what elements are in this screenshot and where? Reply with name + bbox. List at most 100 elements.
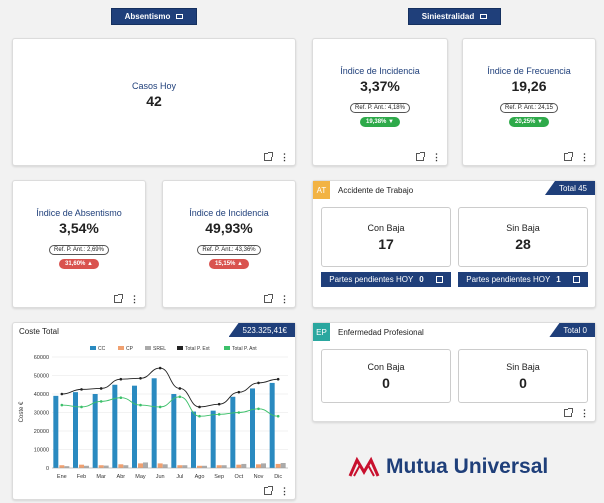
delta-badge: 19,38% ▼ <box>360 117 400 127</box>
point-total-p-ext <box>80 388 83 391</box>
x-tick-label: Dic <box>274 474 282 480</box>
reference-badge: Ref. P. Ant.: 43,36% <box>197 245 261 255</box>
bar-cc <box>53 395 59 468</box>
siniestralidad-header-label: Siniestralidad <box>421 12 475 21</box>
incidencia-label: Índice de Incidencia <box>340 66 420 76</box>
y-tick-label: 40000 <box>34 392 49 398</box>
bar-cp <box>275 463 281 468</box>
sin-baja-box[interactable]: Sin Baja 0 <box>458 349 588 403</box>
more-options-icon[interactable]: ⋮ <box>280 486 289 496</box>
logo-mark-icon <box>348 456 380 477</box>
legend-label: Total P. Ext <box>185 346 210 352</box>
open-external-icon[interactable] <box>264 294 273 303</box>
pendientes-label: Partes pendientes HOY <box>466 275 551 284</box>
x-tick-label: Abr <box>117 474 126 480</box>
more-options-icon[interactable]: ⋮ <box>130 294 139 304</box>
incidencia-value: 3,37% <box>360 78 400 94</box>
point-total-p-ant <box>276 414 280 418</box>
pendientes-value: 0 <box>419 275 424 284</box>
point-total-p-ant <box>60 403 64 407</box>
absentismo-card: Índice de Absentismo 3,54% Ref. P. Ant.:… <box>12 180 146 308</box>
open-external-icon[interactable] <box>564 408 573 417</box>
section-title: Accidente de Trabajo <box>338 185 414 195</box>
incidencia-label: Índice de Incidencia <box>189 208 269 218</box>
delta-badge: 20,25% ▼ <box>509 117 549 127</box>
bar-cc <box>112 384 118 468</box>
open-external-icon[interactable] <box>264 152 273 161</box>
con-baja-box[interactable]: Con Baja 0 <box>321 349 451 403</box>
x-tick-label: Sep <box>214 474 224 480</box>
x-tick-label: May <box>135 474 146 480</box>
con-baja-value: 0 <box>382 375 390 391</box>
point-total-p-ext <box>198 405 201 409</box>
bar-cc <box>230 396 236 468</box>
x-tick-label: Feb <box>77 474 86 480</box>
incidencia-value: 49,93% <box>205 220 253 236</box>
bar-srel <box>241 463 247 468</box>
point-total-p-ant <box>217 413 221 416</box>
bar-cc <box>210 410 216 468</box>
point-total-p-ant <box>237 411 241 414</box>
chart-title: Coste Total <box>19 327 59 336</box>
open-external-icon <box>572 276 580 283</box>
bar-cp <box>118 464 124 468</box>
bar-srel <box>103 465 109 468</box>
open-external-icon[interactable] <box>264 486 273 495</box>
partes-pendientes-con-button[interactable]: Partes pendientes HOY 0 <box>321 272 451 287</box>
con-baja-value: 17 <box>378 236 394 252</box>
legend-label: SREL <box>153 346 166 352</box>
total-badge: Total 45 <box>544 181 595 195</box>
collapse-icon <box>176 14 184 19</box>
bar-srel <box>162 464 168 468</box>
open-external-icon[interactable] <box>564 152 573 161</box>
y-tick-label: 10000 <box>34 448 49 454</box>
logo-text: Mutua Universal <box>386 455 549 478</box>
bar-srel <box>84 465 89 468</box>
x-tick-label: Mar <box>96 474 106 480</box>
reference-badge: Ref. P. Ant.: 2,69% <box>49 245 109 255</box>
open-external-icon <box>435 276 443 283</box>
y-axis-label: Coste € <box>19 401 25 422</box>
con-baja-box[interactable]: Con Baja 17 <box>321 207 451 267</box>
coste-total-chart: CC CP SREL Total P. Ext Total P. Ant 0 10000 20… <box>19 346 288 480</box>
frecuencia-card: Índice de Frecuencia 19,26 Ref. P. Ant.:… <box>462 38 596 166</box>
legend-swatch <box>224 346 230 350</box>
partes-pendientes-sin-button[interactable]: Partes pendientes HOY 1 <box>458 272 588 287</box>
sin-baja-value: 0 <box>519 375 527 391</box>
more-options-icon[interactable]: ⋮ <box>580 408 589 418</box>
bar-cc <box>250 388 255 468</box>
more-options-icon[interactable]: ⋮ <box>280 294 289 304</box>
siniestralidad-header-button[interactable]: Siniestralidad <box>408 8 501 25</box>
open-external-icon[interactable] <box>416 152 425 161</box>
delta-badge: 31,60% ▲ <box>59 259 99 269</box>
legend-label: CC <box>98 346 106 352</box>
more-options-icon[interactable]: ⋮ <box>280 152 289 162</box>
point-total-p-ant <box>158 405 162 409</box>
frecuencia-label: Índice de Frecuencia <box>487 66 571 76</box>
bar-srel <box>143 462 148 468</box>
point-total-p-ext <box>60 392 64 396</box>
reference-badge: Ref. P. Ant.: 4,18% <box>350 103 410 113</box>
mutua-universal-logo: Mutua Universal <box>348 455 548 479</box>
bar-cp <box>157 463 163 468</box>
open-external-icon[interactable] <box>114 294 123 303</box>
pendientes-label: Partes pendientes HOY <box>329 275 414 284</box>
absentismo-header-button[interactable]: Absentismo <box>111 8 197 25</box>
y-tick-label: 30000 <box>34 411 49 417</box>
bar-srel <box>64 466 70 468</box>
x-tick-label: Ago <box>195 474 205 480</box>
more-options-icon[interactable]: ⋮ <box>432 152 441 162</box>
more-options-icon[interactable]: ⋮ <box>580 152 589 162</box>
bar-cc <box>269 382 275 468</box>
legend-swatch <box>118 346 124 350</box>
x-tick-label: Ene <box>57 474 67 480</box>
sin-baja-box[interactable]: Sin Baja 28 <box>458 207 588 267</box>
point-total-p-ant <box>257 407 260 411</box>
bar-srel <box>123 465 129 468</box>
bar-srel <box>202 465 207 468</box>
con-baja-label: Con Baja <box>367 362 405 372</box>
y-tick-label: 0 <box>46 466 49 472</box>
x-tick-label: Jun <box>156 474 165 480</box>
delta-badge: 15,15% ▲ <box>209 259 249 269</box>
point-total-p-ext <box>158 366 162 370</box>
